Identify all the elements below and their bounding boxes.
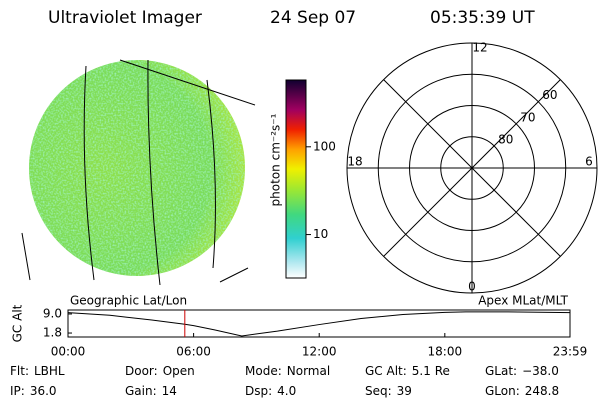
info-item: Seq: 39 — [365, 384, 412, 398]
mlt-label: 18 — [347, 155, 362, 169]
lat-label: 60 — [542, 88, 557, 102]
info-label: IP: — [10, 384, 25, 398]
info-item: IP: 36.0 — [10, 384, 57, 398]
colorbar — [285, 79, 307, 279]
info-item: Flt: LBHL — [10, 364, 65, 378]
lat-ring — [409, 105, 535, 231]
time: 05:35:39 UT — [430, 8, 535, 28]
info-label: Gain: — [125, 384, 157, 398]
altitude-line — [67, 311, 571, 337]
info-value: 14 — [162, 384, 177, 398]
colorbar-label: photon cm⁻²s⁻¹ — [269, 113, 283, 206]
colorbar-tick-label: 100 — [313, 139, 336, 153]
x-tick-label: 06:00 — [176, 345, 211, 359]
info-value: 39 — [397, 384, 412, 398]
plot-frame — [67, 309, 571, 338]
info-label: GC Alt: — [365, 364, 407, 378]
info-label: Flt: — [10, 364, 29, 378]
info-label: Seq: — [365, 384, 392, 398]
earth-image — [21, 59, 256, 286]
title: Ultraviolet Imager — [48, 8, 202, 28]
x-tick-label: 23:59 — [553, 345, 588, 359]
info-label: GLon: — [485, 384, 520, 398]
info-item: Mode: Normal — [245, 364, 330, 378]
info-item: Door: Open — [125, 364, 195, 378]
left-label: Geographic Lat/Lon — [70, 294, 187, 308]
mlt-label: 0 — [468, 280, 476, 294]
info-value: LBHL — [34, 364, 65, 378]
info-value: Open — [163, 364, 195, 378]
info-label: GLat: — [485, 364, 517, 378]
x-tick-label: 18:00 — [428, 345, 463, 359]
info-item: GLat: −38.0 — [485, 364, 559, 378]
x-tick-label: 12:00 — [302, 345, 337, 359]
info-item: GC Alt: 5.1 Re — [365, 364, 450, 378]
date: 24 Sep 07 — [270, 8, 356, 28]
mlt-label: 6 — [585, 155, 593, 169]
grid-overlay — [21, 59, 256, 286]
info-item: GLon: 248.8 — [485, 384, 559, 398]
colorbar-tick-label: 10 — [313, 227, 328, 241]
mlt-label: 12 — [472, 41, 487, 55]
lat-label: 70 — [520, 110, 535, 124]
lat-ring — [346, 42, 598, 294]
info-item: Gain: 14 — [125, 384, 177, 398]
lat-ring — [377, 73, 567, 263]
info-value: −38.0 — [522, 364, 559, 378]
y-axis-label: GC Alt — [11, 304, 25, 342]
info-label: Dsp: — [245, 384, 272, 398]
info-value: 5.1 Re — [412, 364, 450, 378]
image-noise — [29, 60, 245, 276]
spoke — [383, 79, 561, 257]
x-tick-label: 00:00 — [51, 345, 86, 359]
info-value: 248.8 — [525, 384, 559, 398]
info-label: Door: — [125, 364, 158, 378]
lat-ring — [440, 136, 504, 200]
y-tick-label: 1.8 — [43, 326, 62, 340]
polar-plot — [346, 42, 598, 294]
info-value: Normal — [287, 364, 330, 378]
right-label: Apex MLat/MLT — [478, 294, 568, 308]
lat-label: 80 — [498, 132, 513, 146]
y-tick-label: 9.0 — [43, 306, 62, 320]
info-value: 4.0 — [277, 384, 296, 398]
info-item: Dsp: 4.0 — [245, 384, 296, 398]
info-value: 36.0 — [30, 384, 57, 398]
info-label: Mode: — [245, 364, 282, 378]
